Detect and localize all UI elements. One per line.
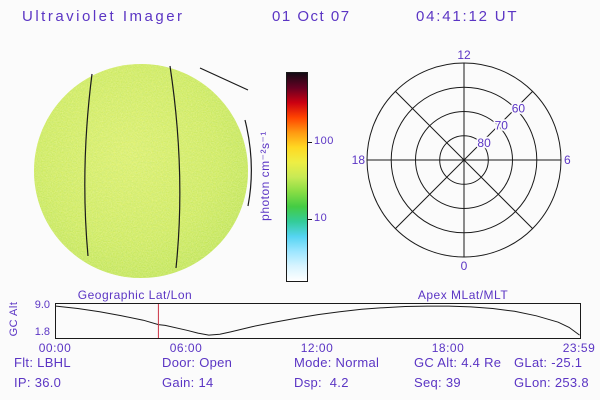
uv-disk-image xyxy=(34,64,252,278)
limb-arc-right xyxy=(244,119,252,207)
limb-line-top-right xyxy=(199,67,249,91)
colorbar-tickmark-100 xyxy=(307,141,312,143)
observation-date: 01 Oct 07 xyxy=(272,8,351,25)
colorbar-gradient xyxy=(287,73,307,281)
colorbar-tickmark-10 xyxy=(307,218,312,220)
status-seq: Seq: 39 xyxy=(414,375,461,390)
disk-caption: Geographic Lat/Lon xyxy=(77,288,193,302)
colorbar-units-label: photon cm⁻²s⁻¹ xyxy=(258,131,272,221)
meridian-line-right xyxy=(169,65,181,269)
strip-ytick-perigee: 1.8 xyxy=(34,326,50,338)
svg-text:0: 0 xyxy=(461,259,468,273)
colorbar-tick-100: 100 xyxy=(314,134,334,147)
svg-text:18: 18 xyxy=(352,153,365,167)
status-dsp: Dsp: 4.2 xyxy=(294,375,349,390)
status-mode: Mode: Normal xyxy=(294,355,380,370)
status-glat: GLat: -25.1 xyxy=(514,355,583,370)
strip-xtick-0: 00:00 xyxy=(38,341,72,355)
colorbar-tick-10: 10 xyxy=(314,211,328,224)
gc-alt-chart xyxy=(55,303,581,339)
polar-caption: Apex MLat/MLT xyxy=(417,288,509,302)
status-glon: GLon: 253.8 xyxy=(514,375,589,390)
observation-time: 04:41:12 UT xyxy=(416,8,519,25)
strip-xtick-12: 12:00 xyxy=(300,341,334,355)
svg-text:6: 6 xyxy=(564,153,571,167)
svg-text:12: 12 xyxy=(457,48,471,62)
status-ip: IP: 36.0 xyxy=(14,375,62,390)
svg-text:80: 80 xyxy=(477,136,491,150)
strip-xtick-6: 06:00 xyxy=(169,341,203,355)
svg-text:70: 70 xyxy=(495,119,509,133)
strip-xtick-24: 23:59 xyxy=(562,341,596,355)
strip-chart-frame xyxy=(55,303,581,339)
svg-text:60: 60 xyxy=(512,102,526,116)
gc-alt-curve xyxy=(55,305,580,336)
status-gc-alt: GC Alt: 4.4 Re xyxy=(414,355,502,370)
disk-speckle-dark xyxy=(34,64,248,278)
strip-chart-ylabel: GC Alt xyxy=(8,301,20,337)
page-title: Ultraviolet Imager xyxy=(22,8,185,25)
strip-xtick-18: 18:00 xyxy=(431,341,465,355)
strip-ytick-apogee: 9.0 xyxy=(34,299,50,311)
colorbar: 100 10 xyxy=(286,72,333,282)
status-gain: Gain: 14 xyxy=(162,375,214,390)
status-door: Door: Open xyxy=(162,355,233,370)
meridian-line-left xyxy=(84,73,93,257)
status-flt: Flt: LBHL xyxy=(14,355,71,370)
